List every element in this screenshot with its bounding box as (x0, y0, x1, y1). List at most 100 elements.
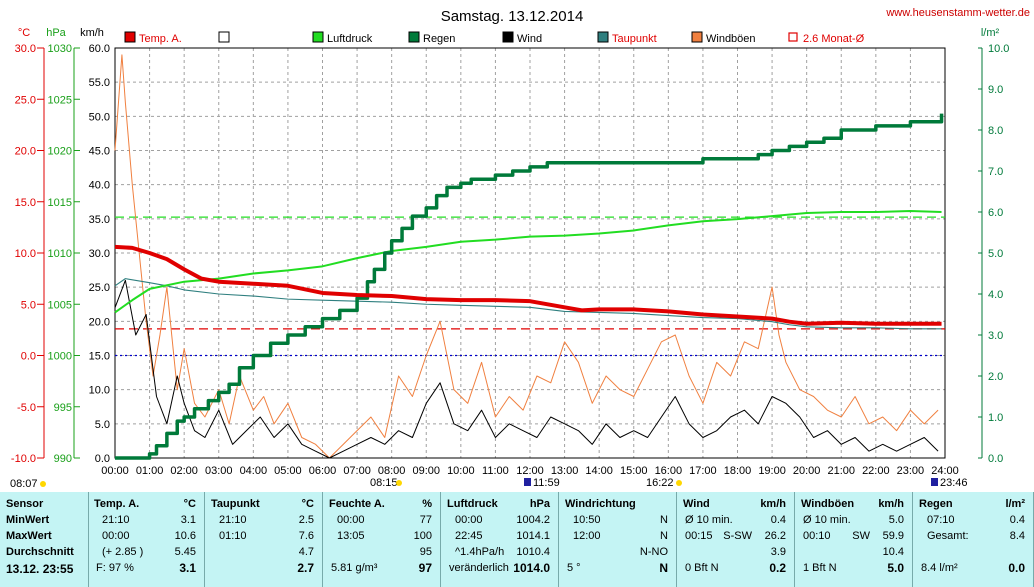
x-tick-label: 10:00 (447, 465, 475, 477)
dew-row1-value: 7.6 (298, 530, 314, 542)
temp-row1-value: 10.6 (174, 530, 196, 542)
winddir-current-value: N (659, 561, 668, 575)
x-tick-label: 22:00 (862, 465, 890, 477)
x-tick-label: 19:00 (758, 465, 786, 477)
day-markers: 08:07 08:15 11:59 16:22 23:46 (10, 477, 968, 490)
temp-tick-label: 10.0 (15, 248, 36, 260)
pressure-row1-label: 22:45 (455, 530, 483, 542)
wind-tick-label: 55.0 (89, 77, 110, 89)
pressure-current-label: veränderlich (449, 562, 509, 574)
legend-label: 2.6 Monat-Ø (803, 33, 865, 45)
wind-tick-label: 50.0 (89, 111, 110, 123)
x-tick-label: 09:00 (412, 465, 440, 477)
legend-swatch (408, 31, 420, 43)
timestamp: 13.12. 23:55 (6, 562, 74, 576)
legend-swatch (124, 31, 136, 43)
dew-unit: °C (301, 498, 314, 510)
winddir-row1-value: N (660, 530, 668, 542)
x-tick-label: 15:00 (620, 465, 648, 477)
pressure-title: Luftdruck (447, 498, 498, 510)
gust-row1-dir: SW (852, 530, 870, 542)
rain-unit: l/m² (1005, 498, 1025, 510)
wind-row2-value: 3.9 (770, 546, 786, 558)
wind-title: Wind (683, 498, 710, 510)
x-tick-label: 14:00 (585, 465, 613, 477)
rain-unit-label: l/m² (981, 27, 1000, 39)
temp-tick-label: 30.0 (15, 43, 36, 55)
wind-tick-label: 20.0 (89, 316, 110, 328)
site-link[interactable]: www.heusenstamm-wetter.de (885, 7, 1030, 19)
x-tick-label: 13:00 (551, 465, 579, 477)
sunrise-icon (40, 481, 46, 487)
rain-current-label: 8.4 l/m² (921, 562, 958, 574)
pressure-unit-label: hPa (46, 27, 66, 39)
x-tick-label: 05:00 (274, 465, 302, 477)
x-tick-label: 12:00 (516, 465, 544, 477)
dew-row2-value: 4.7 (298, 546, 314, 558)
humidity-stats-column: Feuchte A.% 00:00 77 13:05 100 95 5.81 g/m³ 97 (323, 492, 441, 587)
x-tick-label: 20:00 (793, 465, 821, 477)
humidity-row0-value: 77 (419, 514, 432, 526)
legend-swatch (502, 31, 514, 43)
wind-stats-column: Wind km/h Ø 10 min. 0.4 00:15 S-SW 26.2 3.9 0 Bf… (677, 492, 795, 587)
series-line-luftdruck (114, 209, 942, 314)
wind-tick-label: 30.0 (89, 248, 110, 260)
sunset-icon (676, 480, 682, 486)
pressure-row2-label: ^1.4hPa/h (455, 546, 505, 558)
wind-unit: km/h (760, 498, 786, 510)
pressure-tick-label: 995 (54, 402, 72, 414)
x-tick-label: 08:00 (378, 465, 406, 477)
pressure-unit: hPa (529, 498, 550, 510)
winddir-current-label: 5 ° (567, 562, 581, 574)
x-tick-label: 07:00 (343, 465, 371, 477)
pressure-row0-value: 1004.2 (516, 514, 550, 526)
temp-row2-value: 5.45 (174, 546, 196, 558)
wind-row0-time: Ø 10 min. (685, 514, 733, 526)
series-line-regen (115, 113, 944, 460)
temp-tick-label: 5.0 (21, 299, 36, 311)
pressure-tick-label: 1010 (48, 248, 72, 260)
pressure-tick-label: 1030 (48, 43, 72, 55)
legend-swatch (218, 31, 230, 43)
gust-row1-time: 00:10 (803, 530, 831, 542)
temp-row2-label: (+ 2.85 ) (102, 546, 144, 558)
rain-tick-label: 9.0 (988, 84, 1003, 96)
temp-unit-label: °C (18, 27, 30, 39)
legend-label: Temp. A. (139, 33, 182, 45)
dew-row0-value: 2.5 (298, 514, 314, 526)
noon-icon (524, 478, 531, 486)
dew-current-value: 2.7 (297, 561, 314, 575)
rain-tick-label: 3.0 (988, 330, 1003, 342)
gust-row0-time: Ø 10 min. (803, 514, 851, 526)
temp-title: Temp. A. (94, 498, 140, 510)
humidity-row2-value: 95 (419, 546, 432, 558)
statistics-panel: Sensor MinWert MaxWert Durchschnitt 13.1… (0, 492, 1034, 587)
x-tick-label: 17:00 (689, 465, 717, 477)
x-tick-label: 23:00 (897, 465, 925, 477)
axes: 30.0 25.0 20.0 15.0 10.0 5.0 0.0 -5.0 -10.0 1030 1… (11, 43, 1010, 477)
humidity-unit: % (422, 498, 432, 510)
pressure-tick-label: 1020 (48, 146, 72, 158)
winddir-stats-column: Windrichtung 10:50 N 12:00 N N-NO 5 ° N (559, 492, 677, 587)
pressure-tick-label: 990 (54, 453, 72, 465)
gust-row2-value: 10.4 (882, 546, 904, 558)
x-tick-label: 02:00 (170, 465, 198, 477)
temp-row1-label: 00:00 (102, 530, 130, 542)
humidity-current-label: 5.81 g/m³ (331, 562, 378, 574)
pressure-tick-label: 1005 (48, 299, 72, 311)
series-line-windb-en (114, 54, 939, 459)
sensor-column: Sensor MinWert MaxWert Durchschnitt 13.1… (0, 492, 89, 587)
temp-tick-label: 15.0 (15, 197, 36, 209)
pressure-current-value: 1014.0 (513, 561, 550, 575)
sun-icon (396, 480, 402, 486)
humidity-row0-label: 00:00 (337, 514, 365, 526)
dew-stats-column: Taupunkt °C 21:10 2.5 01:10 7.6 4.7 2.7 (205, 492, 323, 587)
wind-tick-label: 5.0 (95, 419, 110, 431)
winddir-row1-label: 12:00 (573, 530, 601, 542)
x-tick-label: 01:00 (136, 465, 164, 477)
pressure-tick-label: 1025 (48, 94, 72, 106)
legend-swatch (597, 31, 609, 43)
gust-unit: km/h (878, 498, 904, 510)
pressure-row1-value: 1014.1 (516, 530, 550, 542)
legend-label: Taupunkt (612, 33, 657, 45)
